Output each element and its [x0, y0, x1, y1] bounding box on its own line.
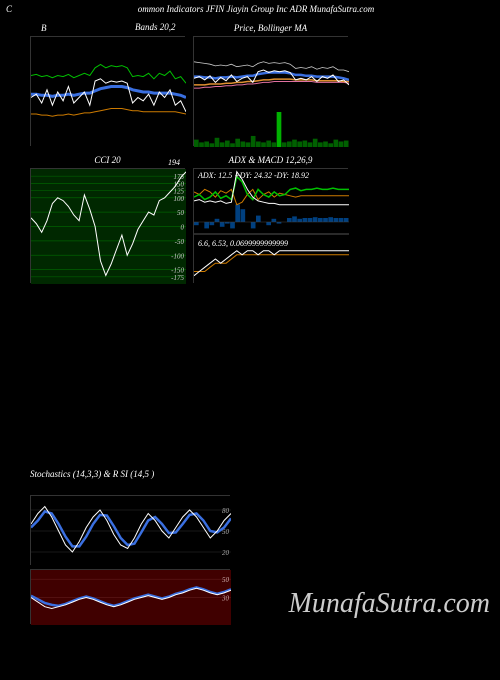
rsi-panel: 50 30 [30, 569, 230, 624]
price-vol-chart [194, 37, 349, 147]
svg-text:0: 0 [181, 224, 185, 232]
price-vol-panel: Price, Bollinger MA [193, 36, 348, 146]
svg-text:20: 20 [222, 549, 230, 557]
adx-label: ADX: 12.5 +DY: 24.32 -DY: 18.92 [198, 171, 309, 180]
svg-text:100: 100 [174, 195, 185, 203]
svg-text:50: 50 [177, 209, 185, 217]
svg-text:30: 30 [221, 595, 230, 603]
adx-macd-title: ADX & MACD 12,26,9 [229, 155, 313, 165]
svg-text:50: 50 [222, 576, 230, 584]
adx-macd-chart [194, 169, 349, 284]
bollinger-panel: B [30, 36, 185, 146]
rsi-chart: 50 30 [31, 570, 231, 625]
macd-label: 6.6, 6.53, 0.0699999999999 [198, 239, 288, 248]
adx-macd-panel: ADX & MACD 12,26,9 ADX: 12.5 +DY: 24.32 … [193, 168, 348, 283]
stoch-title: Stochastics (14,3,3) & R SI (14,5 ) [30, 469, 470, 479]
svg-text:80: 80 [222, 507, 230, 515]
bollinger-chart [31, 37, 186, 147]
svg-text:-50: -50 [175, 238, 185, 246]
header-text: ommon Indicators JFIN Jiayin Group Inc A… [138, 4, 374, 14]
cci-peak-label: 194 [168, 158, 180, 167]
page-header: C ommon Indicators JFIN Jiayin Group Inc… [0, 0, 500, 18]
stoch-chart: 805020 [31, 496, 231, 566]
header-prefix: C [6, 4, 12, 14]
stoch-panel: 805020 [30, 495, 230, 565]
cci-chart: 175150125100500-50-100-150-175 [31, 169, 186, 284]
bands-title-right: Bands 20,2 [135, 22, 365, 32]
svg-text:-100: -100 [171, 252, 184, 260]
cci-title: CCI 20 [94, 155, 120, 165]
bollinger-title-left: B [41, 23, 47, 33]
cci-panel: CCI 20 194 175150125100500-50-100-150-17… [30, 168, 185, 283]
svg-text:-175: -175 [171, 274, 184, 282]
